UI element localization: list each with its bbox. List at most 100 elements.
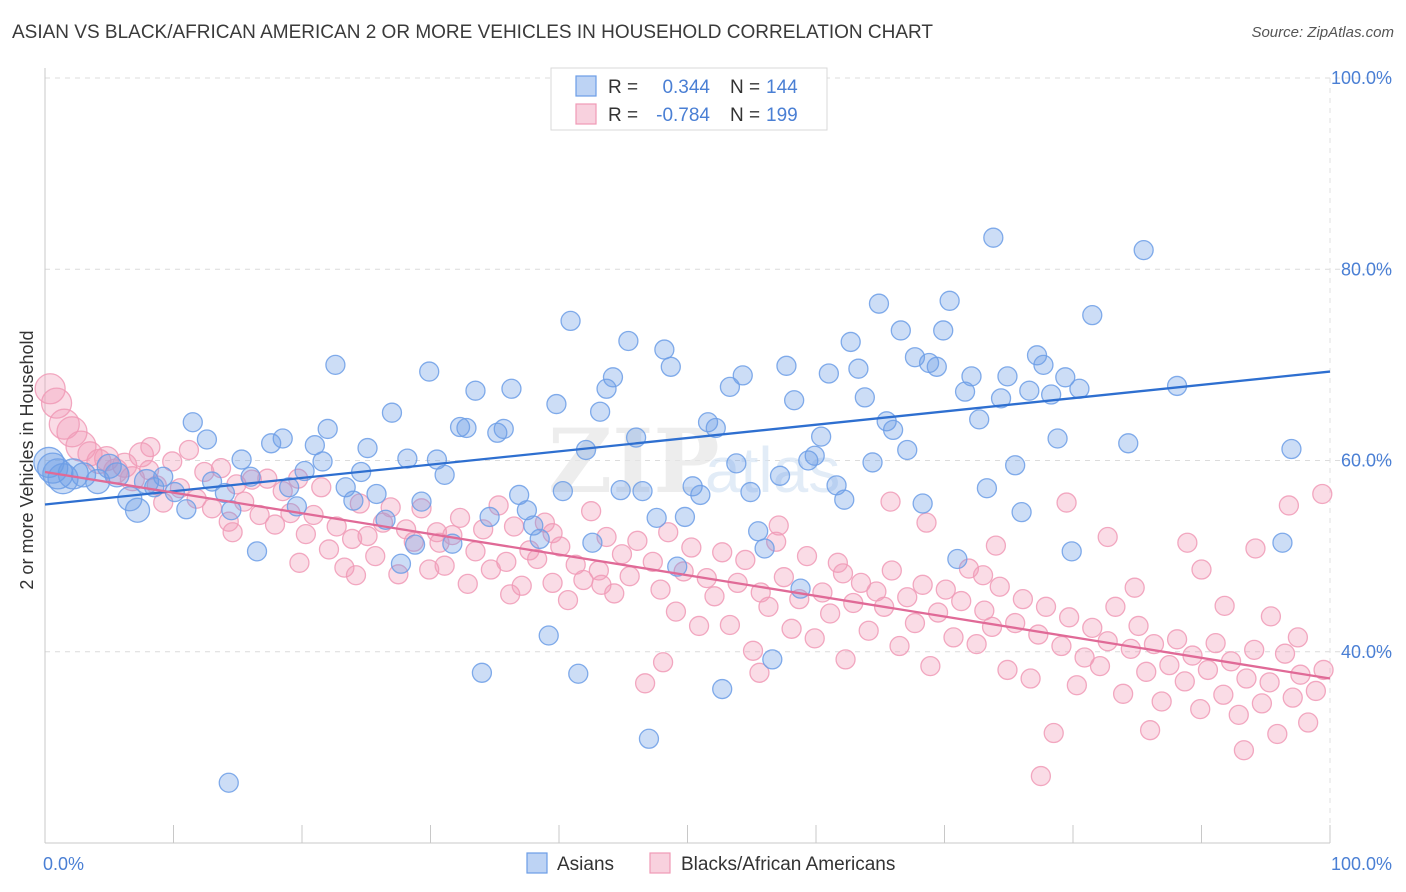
data-point: [758, 596, 779, 617]
data-point: [496, 551, 517, 573]
data-point: [40, 387, 73, 419]
legend-swatch-black: [649, 852, 671, 874]
data-point: [1082, 304, 1103, 326]
data-point: [294, 460, 315, 482]
data-point: [343, 490, 364, 511]
data-point: [272, 480, 293, 502]
data-point: [317, 418, 338, 440]
data-point: [650, 579, 671, 600]
data-point: [153, 466, 174, 487]
data-point: [311, 477, 332, 498]
data-point: [1214, 595, 1235, 616]
data-point: [976, 478, 998, 499]
data-point: [920, 655, 941, 677]
data-point: [1205, 632, 1226, 654]
data-point: [1282, 687, 1303, 708]
y-tick-label: 60.0%: [1341, 451, 1392, 471]
data-point: [742, 640, 764, 661]
data-point: [580, 501, 602, 522]
data-point: [1047, 428, 1068, 449]
data-point: [719, 614, 741, 636]
data-point: [456, 417, 477, 439]
data-point: [997, 366, 1018, 387]
data-point: [748, 521, 769, 542]
data-point: [289, 552, 310, 573]
data-point: [1089, 655, 1111, 677]
y-tick-label: 40.0%: [1341, 642, 1392, 662]
stats-n-value: 144: [766, 77, 798, 98]
data-point: [602, 367, 624, 388]
data-point: [473, 519, 494, 540]
data-point: [719, 376, 741, 398]
data-point: [642, 551, 663, 573]
data-point: [1005, 455, 1026, 476]
data-point: [1260, 606, 1282, 627]
data-point: [1267, 723, 1288, 745]
data-point: [969, 409, 990, 430]
data-point: [411, 491, 432, 512]
data-point: [1019, 380, 1040, 401]
data-point: [1020, 668, 1041, 689]
data-point: [568, 663, 589, 684]
data-point: [318, 539, 340, 560]
data-point: [804, 445, 825, 466]
data-point: [634, 673, 656, 694]
y-tick-label: 100.0%: [1331, 68, 1392, 88]
data-point: [916, 512, 937, 533]
data-point: [990, 388, 1012, 409]
data-point: [997, 659, 1018, 681]
data-point: [1236, 668, 1257, 689]
stats-n-label: N =: [730, 105, 760, 126]
data-point: [419, 361, 440, 382]
data-point: [989, 576, 1010, 597]
data-point: [682, 476, 703, 497]
stats-n-value: 199: [766, 105, 798, 126]
data-point: [1159, 654, 1180, 676]
data-point: [835, 649, 856, 670]
data-point: [176, 499, 197, 520]
data-point: [196, 429, 218, 450]
data-point: [935, 579, 956, 600]
data-point: [974, 600, 995, 621]
data-point: [471, 662, 493, 683]
data-point: [660, 356, 681, 377]
data-point: [897, 587, 918, 608]
data-point: [411, 498, 432, 519]
data-point: [1272, 532, 1293, 553]
data-point: [858, 620, 879, 641]
data-point: [1251, 693, 1273, 714]
chart-title: ASIAN VS BLACK/AFRICAN AMERICAN 2 OR MOR…: [12, 22, 933, 43]
data-point: [889, 635, 910, 657]
stats-r-value: 0.344: [662, 77, 710, 98]
data-point: [516, 500, 538, 521]
data-point: [1066, 675, 1088, 696]
data-point: [1051, 635, 1072, 657]
data-point: [479, 506, 500, 528]
data-point: [465, 541, 486, 562]
data-point: [652, 652, 674, 673]
data-point: [796, 545, 818, 567]
data-point: [493, 418, 514, 440]
data-point: [231, 449, 252, 470]
data-point: [627, 530, 648, 551]
data-point: [658, 522, 679, 543]
data-point: [880, 491, 901, 512]
data-point: [218, 772, 239, 793]
data-point: [1133, 239, 1154, 261]
data-point: [1061, 541, 1082, 562]
series-legend: Asians Blacks/African Americans: [526, 852, 895, 875]
data-point: [1278, 495, 1300, 516]
data-point: [304, 435, 326, 456]
data-point: [927, 602, 949, 623]
data-point: [818, 363, 839, 384]
data-point: [375, 509, 396, 530]
data-point: [827, 552, 848, 573]
data-point: [272, 428, 293, 449]
data-point: [1082, 617, 1103, 638]
data-point: [511, 575, 532, 596]
data-point: [582, 532, 603, 553]
data-point: [501, 378, 522, 399]
data-point: [357, 525, 378, 547]
data-point: [434, 464, 455, 485]
data-point: [295, 523, 317, 545]
